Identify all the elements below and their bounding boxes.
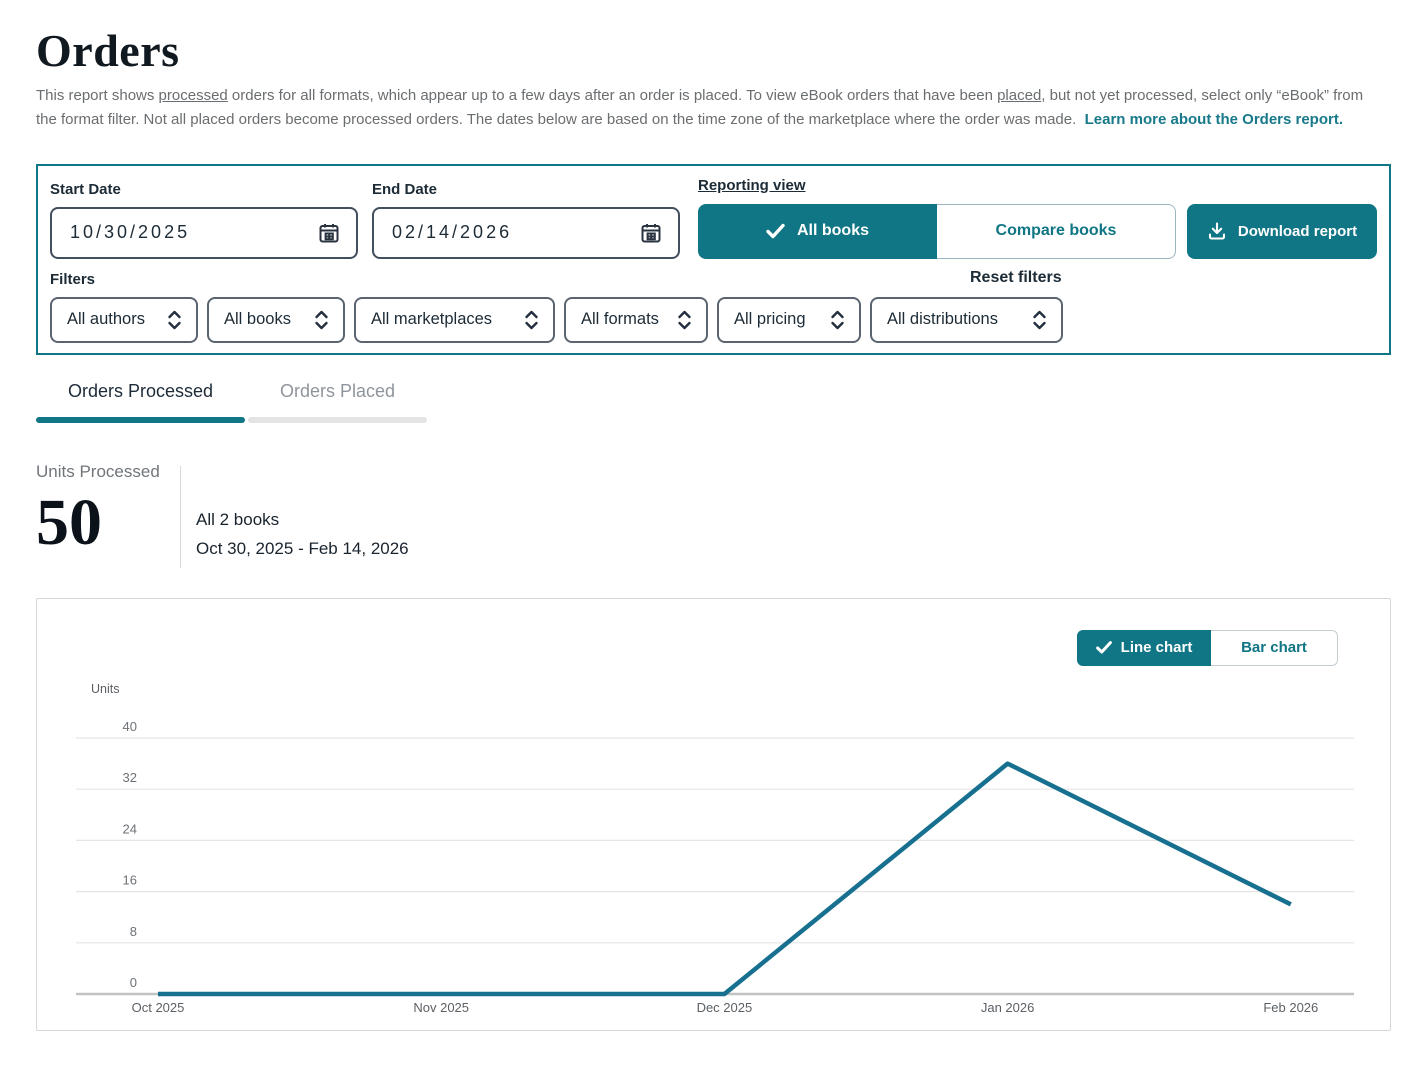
- start-date-field: Start Date 10/30/2025: [50, 181, 358, 259]
- download-report-label: Download report: [1237, 222, 1358, 240]
- bar-chart-toggle-button[interactable]: Bar chart: [1211, 629, 1338, 666]
- download-report-button[interactable]: Download report: [1187, 203, 1377, 259]
- tab-orders-placed-label: Orders Placed: [279, 380, 396, 401]
- filter-dropdowns: All authors All books All marketplaces A…: [50, 296, 1377, 343]
- processed-underlined-text: processed: [158, 87, 228, 104]
- kpi-date-range: Oct 30, 2025 - Feb 14, 2026: [196, 538, 409, 558]
- filters-panel: Start Date 10/30/2025: [36, 163, 1391, 355]
- check-icon: [1095, 641, 1112, 654]
- end-date-value: 02/14/2026: [392, 222, 513, 243]
- units-processed-label: Units Processed: [36, 461, 160, 481]
- placed-underlined-text: placed: [997, 87, 1042, 104]
- sort-chevrons-icon: [1031, 309, 1048, 331]
- inactive-tab-indicator: [248, 416, 427, 423]
- sort-chevrons-icon: [523, 309, 540, 331]
- svg-text:0: 0: [130, 975, 137, 990]
- svg-text:Dec 2025: Dec 2025: [697, 1000, 753, 1015]
- svg-text:40: 40: [123, 719, 137, 734]
- start-date-input[interactable]: 10/30/2025: [50, 206, 358, 259]
- reporting-view-group: Reporting view All books Compare books: [698, 177, 1176, 259]
- description-text: orders for all formats, which appear up …: [227, 87, 998, 104]
- sort-chevrons-icon: [313, 309, 330, 331]
- formats-filter-value: All formats: [581, 310, 659, 329]
- bar-chart-toggle-label: Bar chart: [1241, 639, 1307, 657]
- kpi-divider: [180, 465, 181, 568]
- all-books-toggle-button[interactable]: All books: [698, 203, 937, 259]
- compare-books-toggle-button[interactable]: Compare books: [937, 203, 1176, 259]
- authors-filter-dropdown[interactable]: All authors: [50, 296, 198, 343]
- line-chart-toggle-button[interactable]: Line chart: [1077, 629, 1211, 666]
- all-books-toggle-label: All books: [796, 222, 869, 240]
- authors-filter-value: All authors: [67, 310, 145, 329]
- marketplaces-filter-value: All marketplaces: [371, 310, 493, 329]
- learn-more-link[interactable]: Learn more about the Orders report.: [1084, 111, 1344, 129]
- kpi-summary: Units Processed 50 All 2 books Oct 30, 2…: [36, 462, 1391, 568]
- reset-filters-link[interactable]: Reset filters: [970, 268, 1062, 286]
- pricing-filter-dropdown[interactable]: All pricing: [717, 296, 861, 343]
- distributions-filter-dropdown[interactable]: All distributions: [870, 296, 1063, 343]
- calendar-icon[interactable]: [317, 221, 341, 245]
- end-date-input[interactable]: 02/14/2026: [372, 206, 680, 259]
- description-text: This report shows: [36, 87, 159, 104]
- svg-text:Nov 2025: Nov 2025: [413, 1000, 469, 1015]
- reporting-view-label: Reporting view: [698, 176, 806, 194]
- kpi-books-scope: All 2 books: [196, 509, 280, 529]
- download-icon: [1207, 221, 1227, 241]
- books-filter-value: All books: [224, 310, 291, 329]
- chart-type-toggle: Line chart Bar chart: [1077, 629, 1338, 666]
- check-icon: [766, 223, 785, 239]
- units-line-chart: 40 32 24 16 8 0 Units Oct 2025 Nov 2025 Dec 2025 J…: [76, 682, 1354, 1015]
- compare-books-toggle-label: Compare books: [995, 222, 1117, 240]
- reporting-view-segmented-control: All books Compare books: [698, 203, 1176, 259]
- tab-orders-processed-label: Orders Processed: [67, 380, 214, 401]
- report-tabs: Orders Processed Orders Placed: [36, 381, 1391, 423]
- books-filter-dropdown[interactable]: All books: [207, 296, 345, 343]
- distributions-filter-value: All distributions: [887, 310, 998, 329]
- tab-orders-placed[interactable]: Orders Placed: [248, 381, 427, 423]
- sort-chevrons-icon: [676, 309, 693, 331]
- sort-chevrons-icon: [166, 309, 183, 331]
- svg-text:Jan 2026: Jan 2026: [981, 1000, 1035, 1015]
- page-title: Orders: [36, 25, 180, 76]
- orders-chart-panel: Line chart Bar chart 40 32 24 16 8 0 Units Oct …: [36, 597, 1391, 1031]
- svg-text:8: 8: [130, 924, 137, 939]
- filters-label: Filters: [50, 270, 96, 288]
- start-date-label: Start Date: [50, 180, 121, 198]
- calendar-icon[interactable]: [639, 221, 663, 245]
- formats-filter-dropdown[interactable]: All formats: [564, 296, 708, 343]
- report-description: This report shows processed orders for a…: [36, 84, 1366, 133]
- svg-text:32: 32: [123, 770, 137, 785]
- start-date-value: 10/30/2025: [70, 222, 191, 243]
- units-processed-value: 50: [36, 485, 102, 559]
- end-date-label: End Date: [372, 180, 438, 198]
- sort-chevrons-icon: [829, 309, 846, 331]
- end-date-field: End Date 02/14/2026: [372, 181, 680, 259]
- active-tab-indicator: [36, 416, 245, 423]
- svg-text:16: 16: [123, 872, 137, 887]
- orders-report-page: Orders This report shows processed order…: [36, 25, 1391, 1031]
- svg-text:Feb 2026: Feb 2026: [1263, 1000, 1318, 1015]
- tab-orders-processed[interactable]: Orders Processed: [36, 381, 245, 423]
- line-chart-toggle-label: Line chart: [1120, 639, 1193, 657]
- marketplaces-filter-dropdown[interactable]: All marketplaces: [354, 296, 555, 343]
- svg-text:Oct 2025: Oct 2025: [132, 1000, 185, 1015]
- svg-text:24: 24: [123, 821, 137, 836]
- pricing-filter-value: All pricing: [734, 310, 806, 329]
- svg-text:Units: Units: [91, 682, 119, 696]
- description-text: , but not yet processed, select only “eB…: [36, 87, 1364, 129]
